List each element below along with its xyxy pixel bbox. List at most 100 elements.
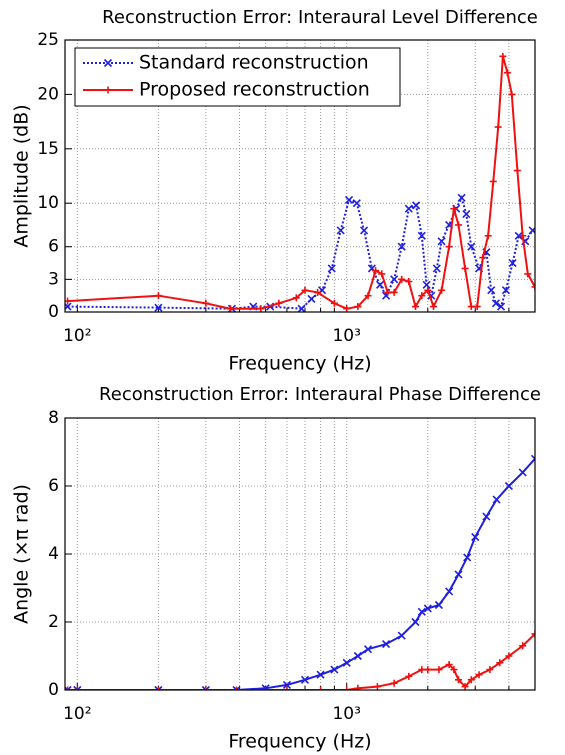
y-axis-label: Amplitude (dB): [11, 104, 33, 247]
data-point: [342, 658, 351, 667]
y-tick-label: 25: [37, 30, 59, 50]
data-point: [373, 683, 381, 690]
data-point: [154, 292, 162, 300]
data-point: [463, 553, 472, 562]
data-point: [445, 243, 453, 251]
data-point: [422, 280, 431, 289]
data-point: [531, 283, 535, 291]
data-point: [486, 666, 494, 674]
axes-frame: [64, 417, 536, 691]
data-point: [501, 286, 510, 295]
data-point: [437, 237, 446, 246]
data-point: [275, 299, 283, 307]
data-point: [382, 640, 391, 649]
data-point: [487, 286, 496, 295]
chart-title: Reconstruction Error: Interaural Level D…: [102, 7, 538, 28]
data-point: [300, 675, 310, 684]
data-point: [317, 686, 325, 690]
data-point: [417, 231, 426, 240]
x-tick-label: 10³: [332, 326, 360, 346]
data-point: [473, 303, 481, 311]
data-point: [261, 684, 270, 690]
data-point: [454, 221, 462, 229]
y-tick-label: 0: [48, 302, 59, 322]
data-point: [475, 671, 483, 679]
y-tick-label: 8: [48, 408, 59, 428]
y-tick-label: 4: [48, 544, 59, 564]
data-point: [484, 232, 492, 240]
plot-content: [65, 52, 535, 312]
data-point: [307, 294, 316, 304]
data-point: [363, 645, 373, 654]
data-point: [467, 676, 475, 684]
data-point: [418, 666, 426, 674]
y-tick-label: 10: [37, 193, 59, 213]
series-line: [67, 195, 534, 310]
data-point: [508, 90, 516, 98]
x-axis-label: Frequency (Hz): [228, 353, 371, 375]
legend-label: Proposed reconstruction: [139, 79, 370, 101]
data-point: [412, 201, 421, 210]
data-point: [397, 631, 406, 640]
data-point: [398, 275, 406, 283]
data-point: [445, 587, 454, 596]
data-point: [301, 286, 309, 294]
data-point: [450, 205, 458, 213]
y-tick-label: 15: [37, 139, 59, 159]
data-point: [154, 685, 163, 690]
data-point: [499, 52, 507, 60]
data-point: [519, 232, 527, 240]
data-point: [65, 686, 72, 690]
data-point: [482, 512, 491, 521]
data-point: [418, 292, 426, 300]
data-point: [73, 685, 82, 690]
data-point: [404, 204, 413, 213]
data-point: [352, 199, 361, 208]
y-axis-label: Angle (×π rad): [11, 484, 33, 624]
data-point: [494, 123, 502, 131]
data-point: [327, 264, 336, 273]
data-point: [505, 652, 513, 660]
data-point: [353, 651, 362, 661]
data-point: [283, 686, 291, 690]
x-tick-label: 10²: [63, 704, 91, 724]
data-point: [292, 294, 300, 302]
data-point: [202, 686, 210, 690]
legend-label: Standard reconstruction: [139, 52, 369, 74]
data-point: [496, 302, 506, 311]
data-point: [435, 666, 443, 674]
data-point: [384, 288, 392, 296]
data-point: [257, 305, 265, 312]
legend-marker: [103, 58, 113, 68]
x-axis-label: Frequency (Hz): [228, 731, 371, 753]
y-tick-label: 6: [48, 237, 59, 257]
data-point: [454, 570, 463, 579]
plot-content: [65, 454, 535, 690]
data-point: [461, 683, 469, 690]
data-point: [390, 275, 399, 284]
data-point: [390, 288, 398, 296]
data-point: [376, 280, 385, 289]
data-point: [226, 305, 234, 312]
data-point: [461, 264, 469, 272]
data-point: [518, 468, 527, 477]
data-point: [336, 226, 345, 235]
data-point: [330, 665, 339, 674]
x-tick-label: 10²: [63, 326, 91, 346]
data-point: [513, 167, 521, 175]
data-point: [519, 642, 527, 650]
data-point: [364, 292, 372, 300]
data-point: [397, 242, 406, 251]
data-point: [73, 686, 81, 690]
data-point: [297, 304, 306, 312]
data-point: [504, 481, 513, 491]
data-point: [424, 666, 432, 674]
data-point: [411, 617, 420, 627]
data-point: [405, 278, 413, 286]
data-point: [390, 679, 398, 687]
data-point: [154, 686, 162, 690]
y-tick-label: 2: [48, 612, 59, 632]
data-point: [432, 264, 441, 273]
data-point: [438, 286, 446, 294]
data-point: [314, 288, 322, 296]
